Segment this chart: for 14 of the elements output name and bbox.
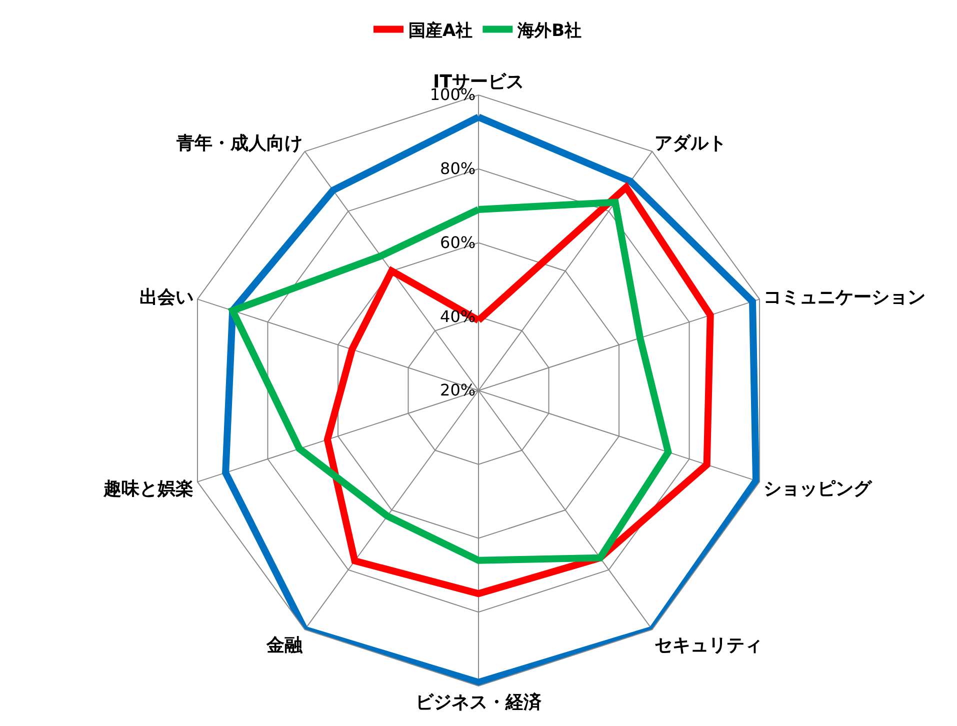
spoke-label: 出会い xyxy=(140,286,194,308)
spoke-label: 金融 xyxy=(265,635,304,656)
spoke-label: 趣味と娯楽 xyxy=(102,478,194,500)
spoke-label: セキュリティ xyxy=(654,635,763,656)
y-tick-label: 20% xyxy=(440,380,476,400)
spoke-label: ショッピング xyxy=(763,478,872,500)
spoke-label: 青年・成人向け xyxy=(175,132,302,154)
spoke-label: アダルト xyxy=(654,132,727,154)
y-tick-label: 60% xyxy=(440,232,476,252)
y-tick-label: 80% xyxy=(440,159,476,178)
legend-label: 国産A社 xyxy=(408,20,473,41)
spoke-label: ビジネス・経済 xyxy=(416,692,542,714)
spoke-label: コミュニケーション xyxy=(763,286,926,308)
legend-label: 海外B社 xyxy=(516,20,582,41)
